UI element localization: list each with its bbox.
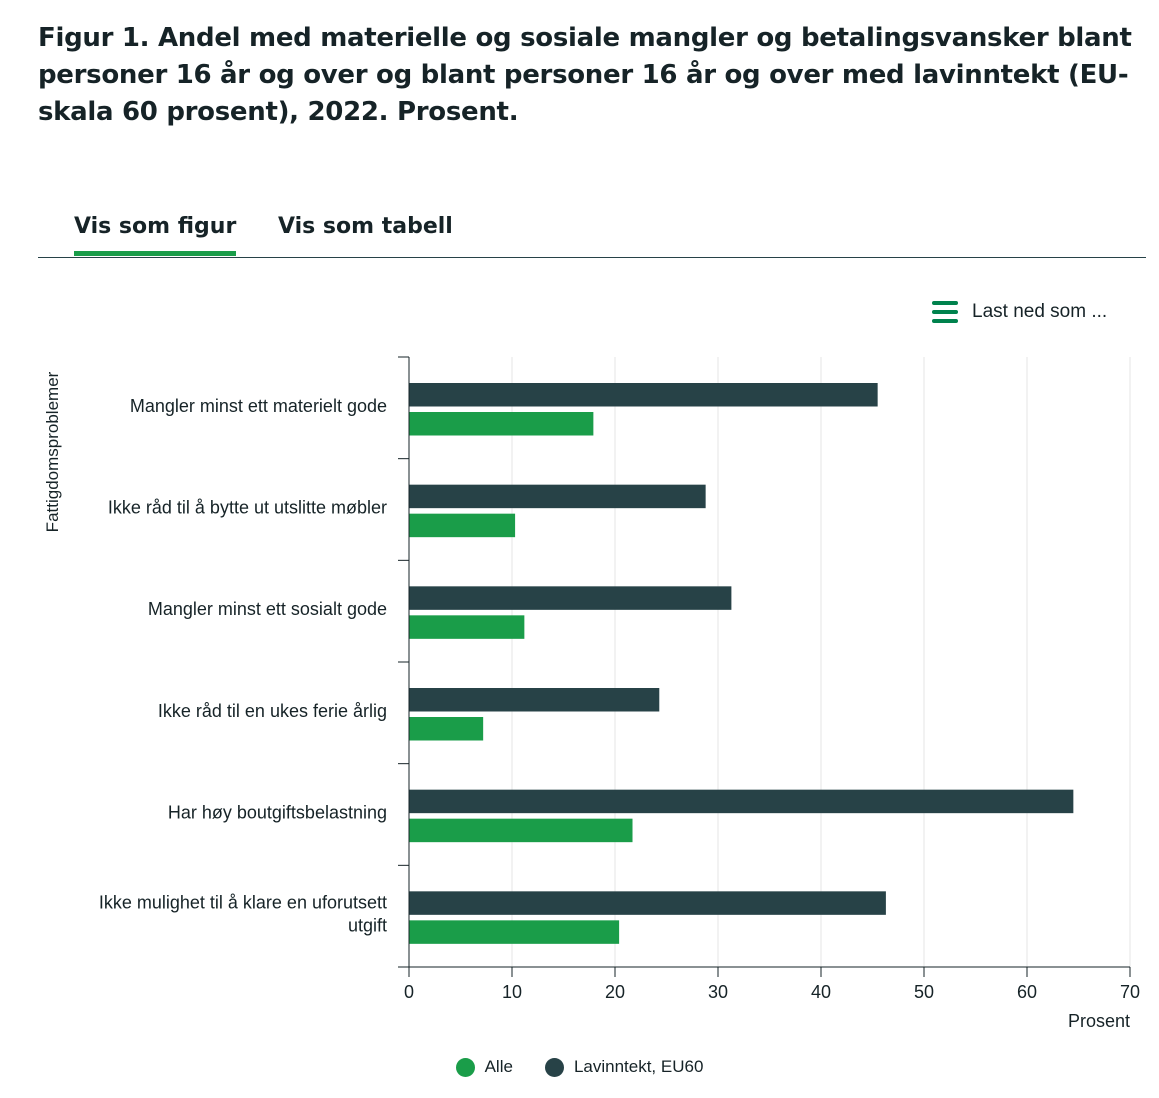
bar-alle [409,818,633,843]
x-tick-label: 30 [708,982,728,1002]
x-tick-label: 20 [605,982,625,1002]
legend-swatch [455,1057,475,1077]
legend-item[interactable]: Alle [455,1057,513,1077]
view-tabs: Vis som figur Vis som tabell [38,210,1146,258]
category-label: Mangler minst ett materielt gode [130,396,387,416]
category-label: Har høy boutgiftsbelastning [168,803,387,823]
bar-alle [409,615,525,639]
x-tick-label: 40 [811,982,831,1002]
menu-icon [932,301,958,323]
bar-lavinntekt [409,484,706,509]
tab-figure[interactable]: Vis som figur [74,214,237,256]
chart-title: Figur 1. Andel med materielle og sosiale… [38,23,1132,127]
x-tick-label: 70 [1120,982,1140,1002]
bar-lavinntekt [409,586,732,610]
bar-lavinntekt [409,688,660,712]
bar-alle [409,412,594,436]
tab-table[interactable]: Vis som tabell [278,214,453,239]
y-axis-title: Fattigdomsproblemer [43,371,62,532]
legend-label: Alle [484,1057,513,1076]
category-label: Ikke råd til å bytte ut utslitte møbler [108,498,387,518]
bar-lavinntekt [409,789,1074,814]
x-tick-label: 50 [914,982,934,1002]
category-label: Mangler minst ett sosialt gode [148,599,387,619]
category-label: Ikke mulighet til å klare en uforutsett u… [99,893,387,936]
bar-alle [409,920,620,944]
bar-lavinntekt [409,383,878,407]
bar-alle [409,717,484,741]
legend-label: Lavinntekt, EU60 [573,1057,704,1076]
x-tick-label: 10 [502,982,522,1002]
download-label: Last ned som ... [972,301,1108,322]
bar-chart: Mangler minst ett materielt gode Ikke råd… [43,356,1140,1031]
chart-legend: Alle Lavinntekt, EU60 [0,1057,1159,1077]
x-tick-label: 60 [1017,982,1037,1002]
x-tick-label: 0 [404,982,414,1002]
bar-lavinntekt [409,891,886,915]
x-axis-title: Prosent [1068,1011,1130,1031]
legend-item[interactable]: Lavinntekt, EU60 [544,1057,704,1077]
bar-alle [409,513,516,538]
legend-swatch [544,1057,564,1077]
download-menu-button[interactable]: Last ned som ... [932,298,1107,326]
category-label: Ikke råd til en ukes ferie årlig [158,701,387,721]
